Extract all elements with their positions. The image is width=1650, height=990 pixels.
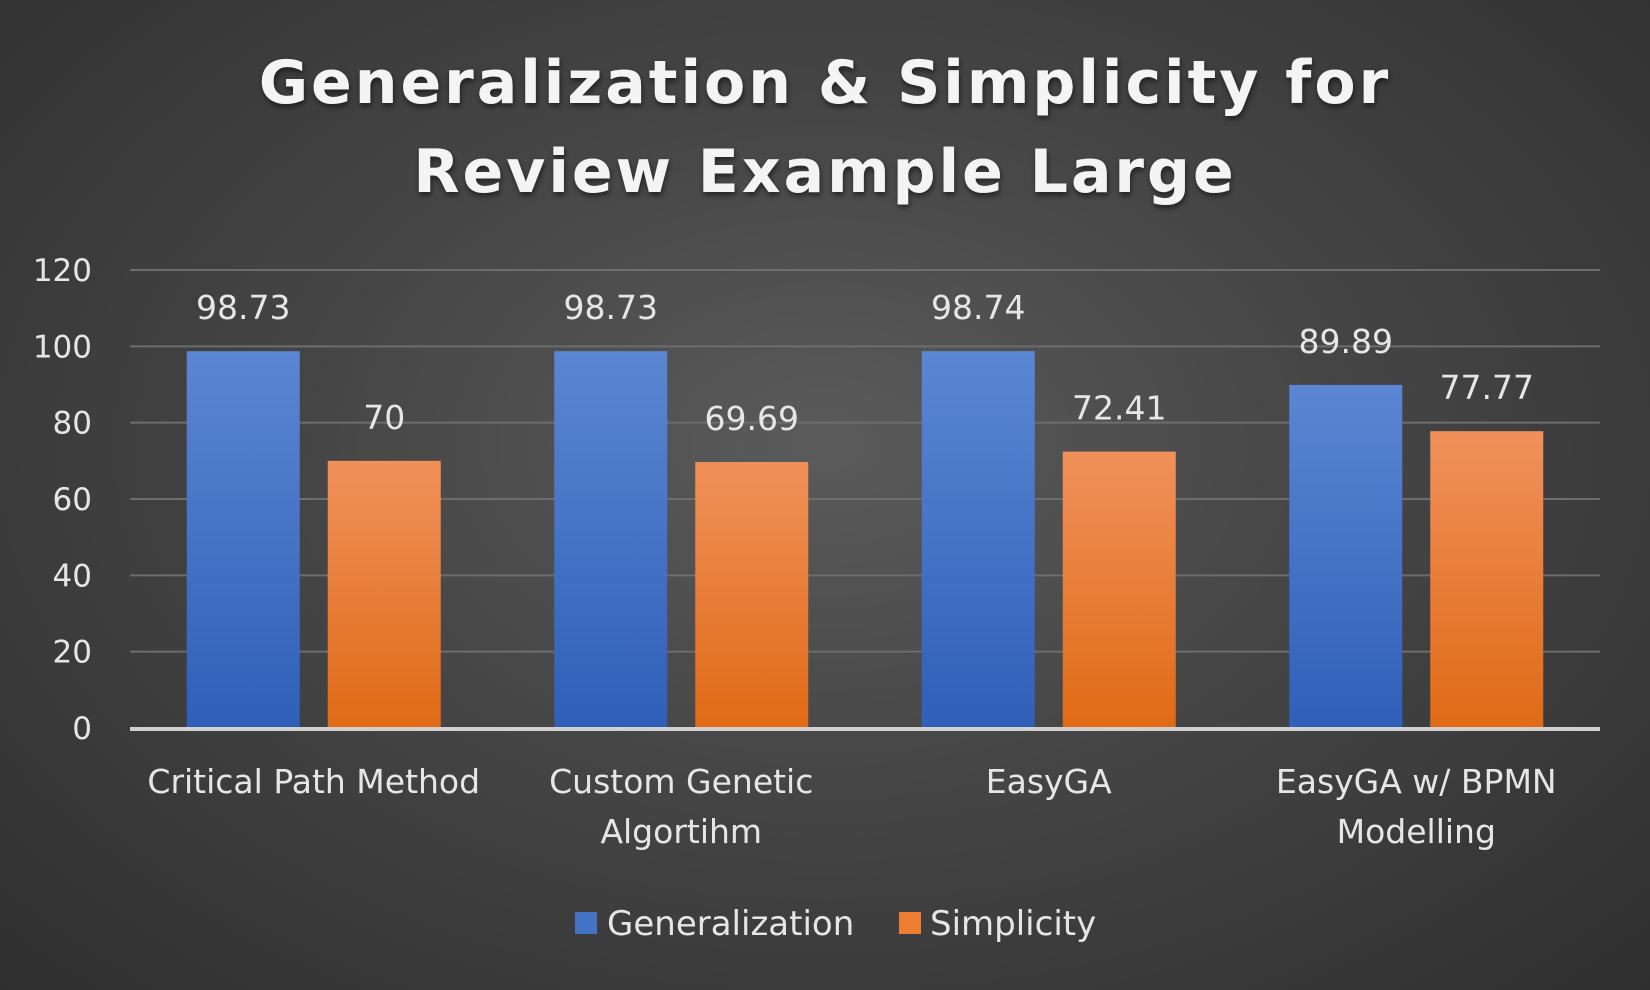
bar-generalization xyxy=(554,351,668,728)
bars xyxy=(186,351,1544,728)
bar-generalization xyxy=(921,351,1035,728)
chart-title-line-1: Generalization & Simplicity for xyxy=(259,48,1391,118)
x-category-label: Critical Path Method xyxy=(147,762,480,801)
legend-swatch-generalization xyxy=(575,912,597,934)
data-label-simplicity: 70 xyxy=(363,398,405,437)
x-category-label: EasyGA xyxy=(986,762,1112,801)
legend: Generalization Simplicity xyxy=(575,904,1096,944)
y-tick-label: 0 xyxy=(72,711,92,747)
bar-generalization xyxy=(1289,384,1403,728)
y-tick-label: 120 xyxy=(33,253,92,289)
data-label-generalization: 98.73 xyxy=(196,288,290,327)
x-category-label: Algortihm xyxy=(600,812,762,851)
legend-label-generalization: Generalization xyxy=(607,904,854,944)
bar-simplicity xyxy=(695,462,809,728)
data-label-simplicity: 69.69 xyxy=(705,399,799,438)
bar-generalization xyxy=(186,351,300,728)
data-label-generalization: 89.89 xyxy=(1299,322,1393,361)
bar-simplicity xyxy=(1062,451,1176,728)
data-label-simplicity: 77.77 xyxy=(1440,368,1534,407)
bar-simplicity xyxy=(327,460,441,728)
data-label-simplicity: 72.41 xyxy=(1072,389,1166,428)
chart-title-line-2: Review Example Large xyxy=(413,137,1236,207)
y-tick-label: 60 xyxy=(53,482,92,518)
data-labels: 98.73 70 98.73 69.69 98.74 72.41 89.89 77.77 xyxy=(196,288,1534,438)
legend-label-simplicity: Simplicity xyxy=(930,904,1096,944)
legend-swatch-simplicity xyxy=(899,912,921,934)
y-axis: 0 20 40 60 80 100 120 xyxy=(33,253,92,747)
y-tick-label: 40 xyxy=(53,558,92,594)
y-tick-label: 20 xyxy=(53,635,92,671)
bar-simplicity xyxy=(1430,431,1544,728)
y-tick-label: 100 xyxy=(33,329,92,365)
x-category-label: EasyGA w/ BPMN xyxy=(1276,762,1557,801)
x-axis: Critical Path Method Custom Genetic Algort… xyxy=(130,727,1600,851)
y-tick-label: 80 xyxy=(53,406,92,442)
chart-title: Generalization & Simplicity for Review E… xyxy=(259,48,1391,207)
x-category-label: Modelling xyxy=(1337,812,1496,851)
data-label-generalization: 98.73 xyxy=(564,288,658,327)
data-label-generalization: 98.74 xyxy=(931,288,1025,327)
x-category-label: Custom Genetic xyxy=(549,762,813,801)
